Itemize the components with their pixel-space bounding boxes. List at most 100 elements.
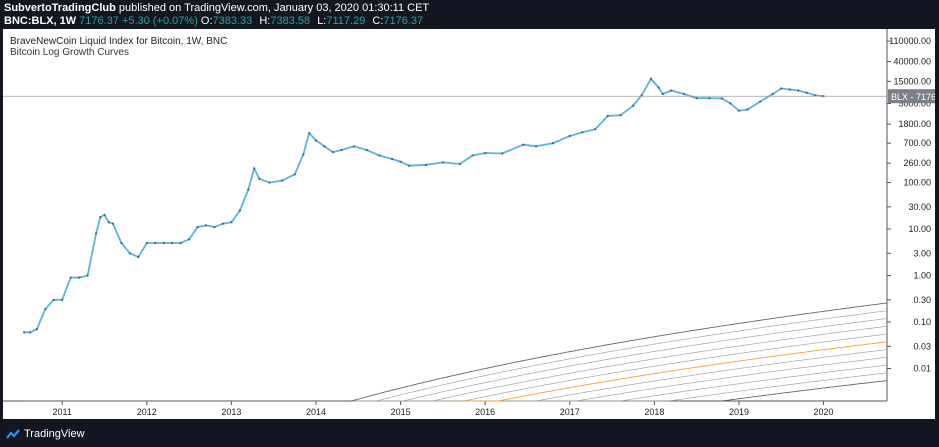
growth-curve — [24, 372, 888, 402]
price-point — [103, 213, 106, 217]
price-point — [52, 298, 55, 301]
y-tick-label: 40000.00 — [893, 57, 931, 67]
publish-line: SubvertoTradingClub published on Trading… — [4, 2, 934, 15]
price-point — [247, 188, 250, 191]
price-point — [145, 241, 148, 245]
price-point — [424, 163, 428, 166]
price-point — [61, 298, 64, 301]
price-point — [179, 241, 182, 245]
chart-frame[interactable]: 0.01 0.03 0.10 0.30 1.00 3.00 10.00 30.00 100.00… — [3, 29, 935, 419]
price-point — [154, 241, 157, 245]
price-point — [253, 167, 256, 170]
price-point — [501, 152, 504, 155]
price-point — [522, 143, 525, 146]
high-key: H: — [259, 15, 271, 27]
growth-curve — [24, 380, 888, 402]
price-point — [111, 222, 115, 225]
price-point — [365, 148, 368, 152]
y-tick-label: 110000.00 — [889, 36, 931, 46]
price-point — [632, 104, 635, 107]
x-tick-label: 2014 — [306, 407, 326, 417]
price-point — [137, 255, 140, 259]
last-price: 7176.37 — [79, 15, 119, 27]
price-point — [331, 151, 335, 154]
price-point — [746, 108, 749, 111]
price-point — [86, 274, 89, 277]
tradingview-logo-icon — [6, 429, 20, 439]
open-value: 7383.33 — [212, 15, 253, 27]
price-point — [737, 109, 741, 112]
price-point — [238, 209, 241, 212]
y-tick-label: 100.00 — [903, 177, 931, 187]
tradingview-brand[interactable]: TradingView — [24, 428, 85, 440]
price-point — [230, 221, 233, 224]
x-tick-label: 2015 — [391, 407, 411, 417]
price-point — [391, 157, 394, 161]
price-point — [695, 97, 698, 100]
growth-curve — [24, 310, 888, 402]
open-key: O: — [200, 15, 213, 27]
price-point — [268, 181, 271, 184]
x-tick-label: 2012 — [137, 407, 157, 417]
price-point — [407, 164, 411, 167]
price-point — [340, 148, 343, 152]
price-point — [771, 92, 774, 96]
x-tick-label: 2020 — [814, 407, 834, 417]
price-point — [23, 331, 26, 334]
price-point — [69, 276, 72, 279]
x-tick-label: 2011 — [53, 407, 72, 417]
price-point — [107, 221, 110, 224]
y-tick-label: 1.00 — [913, 270, 931, 280]
price-point — [281, 179, 284, 182]
price-point — [788, 88, 791, 91]
price-point — [221, 222, 225, 225]
price-chart[interactable]: 0.01 0.03 0.10 0.30 1.00 3.00 10.00 30.00 100.00… — [3, 29, 935, 419]
price-point — [458, 162, 461, 166]
y-tick-label: 700.00 — [903, 138, 931, 148]
price-point — [78, 276, 81, 279]
indicator-name: Bitcoin Log Growth Curves — [10, 47, 129, 58]
price-point — [797, 89, 800, 92]
price-point — [619, 114, 622, 117]
chart-header: SubvertoTradingClub published on Trading… — [4, 2, 934, 28]
y-tick-label: 1800.00 — [898, 119, 931, 129]
price-point — [581, 131, 584, 134]
price-point — [308, 132, 311, 135]
footer-bar: TradingView — [0, 421, 939, 447]
x-tick-label: 2019 — [729, 407, 749, 417]
price-point — [204, 224, 208, 227]
price-point — [213, 225, 216, 229]
y-tick-label: 15000.00 — [893, 76, 931, 86]
price-point — [805, 91, 808, 94]
y-tick-label: 10.00 — [908, 224, 931, 234]
price-point — [323, 145, 326, 148]
chart-title: BraveNewCoin Liquid Index for Bitcoin, 1… — [10, 36, 228, 47]
price-point — [162, 241, 165, 245]
y-tick-label: 260.00 — [903, 158, 931, 168]
price-point — [661, 92, 664, 96]
close-value: 7176.37 — [383, 15, 424, 27]
price-point — [293, 173, 296, 176]
y-tick-label: 0.01 — [913, 363, 931, 373]
price-point — [171, 241, 174, 245]
y-tick-label: 0.10 — [913, 317, 931, 327]
publisher-name[interactable]: SubvertoTradingClub — [4, 2, 116, 14]
y-tick-label: 30.00 — [908, 202, 931, 212]
x-tick-label: 2016 — [475, 407, 495, 417]
growth-curve — [24, 356, 888, 402]
price-point — [759, 100, 762, 103]
price-point — [594, 128, 597, 131]
price-point — [314, 139, 318, 142]
price-point — [534, 145, 538, 148]
price-point — [606, 114, 609, 118]
price-point — [657, 86, 660, 89]
close-key: C: — [372, 15, 384, 27]
growth-curve — [24, 325, 888, 402]
price-change: +5.30 (+0.07%) — [122, 15, 198, 27]
y-tick-label: 3.00 — [913, 248, 931, 258]
price-point — [94, 232, 98, 235]
price-point — [120, 241, 123, 245]
y-tick-label: 5000.00 — [898, 98, 931, 108]
price-point — [729, 102, 732, 105]
price-point — [484, 151, 487, 155]
